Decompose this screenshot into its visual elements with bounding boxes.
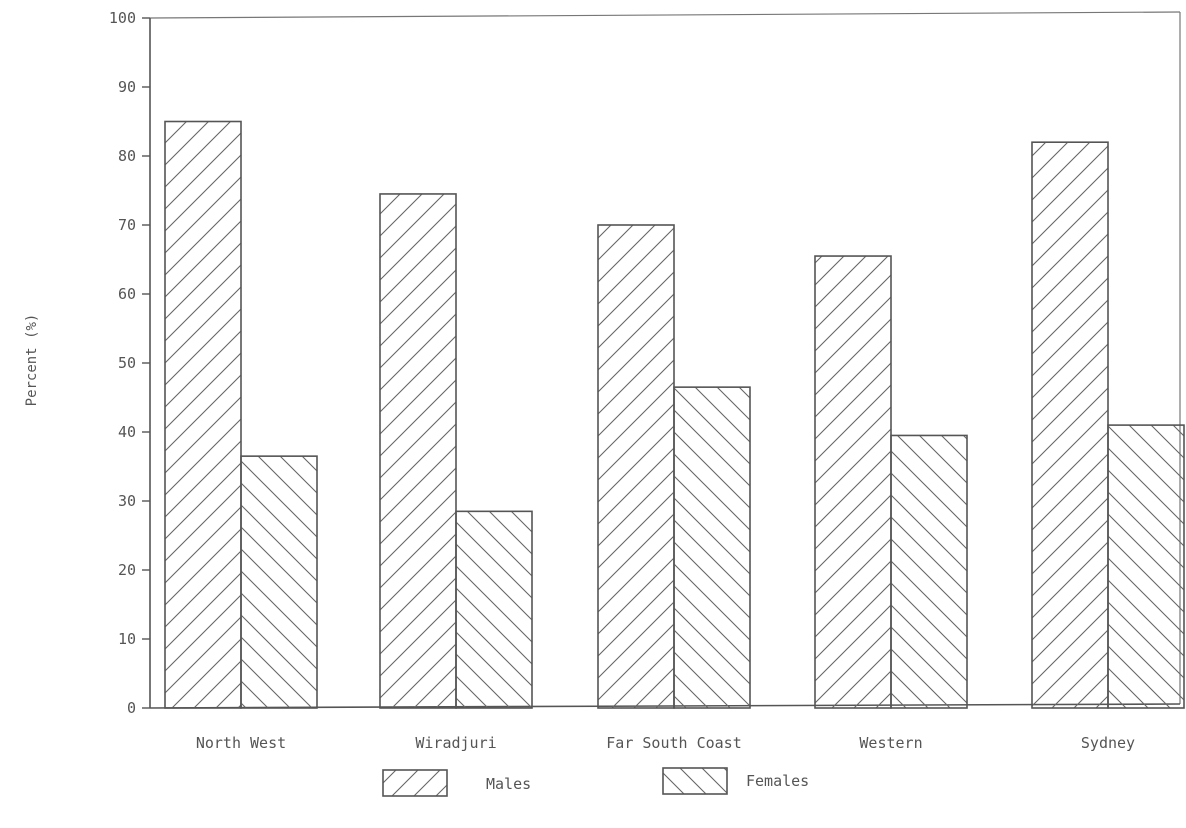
bar-females-western: [890, 434, 968, 709]
y-tick-label: 0: [127, 699, 136, 717]
y-tick-label: 70: [118, 216, 136, 234]
bar-males-sydney: [1031, 141, 1109, 709]
bar-males-far-south-coast: [597, 224, 675, 709]
y-tick-label: 60: [118, 285, 136, 303]
bars: [164, 120, 1185, 709]
category-label: Wiradjuri: [415, 734, 496, 752]
legend-label-females: Females: [746, 772, 809, 790]
legend-label-males: Males: [486, 775, 531, 793]
bar-males-wiradjuri: [379, 193, 457, 709]
bar-females-far-south-coast: [673, 386, 751, 709]
bar-males-western: [814, 255, 892, 709]
y-axis-title: Percent (%): [24, 314, 40, 407]
y-tick-label: 30: [118, 492, 136, 510]
y-tick-label: 20: [118, 561, 136, 579]
category-label: Sydney: [1081, 734, 1135, 752]
legend-swatch-males: [382, 769, 448, 797]
category-labels: North West Wiradjuri Far South Coast Wester…: [196, 734, 1135, 752]
legend: Males Females: [382, 767, 809, 797]
bar-females-wiradjuri: [455, 510, 533, 709]
y-tick-label: 50: [118, 354, 136, 372]
y-tick-label: 100: [109, 9, 136, 27]
y-tick-label: 90: [118, 78, 136, 96]
y-tick-label: 10: [118, 630, 136, 648]
y-tick-label: 80: [118, 147, 136, 165]
bar-males-north-west: [164, 120, 242, 709]
bar-females-north-west: [240, 455, 318, 709]
y-axis-ticks: 0 10 20 30 40 50 60 70 80 90 100: [109, 9, 150, 717]
category-label: Western: [859, 734, 922, 752]
bar-females-sydney: [1107, 424, 1185, 709]
plot-frame-top: [149, 11, 1181, 19]
y-tick-label: 40: [118, 423, 136, 441]
category-label: North West: [196, 734, 286, 752]
category-label: Far South Coast: [606, 734, 741, 752]
legend-swatch-females: [662, 767, 728, 795]
